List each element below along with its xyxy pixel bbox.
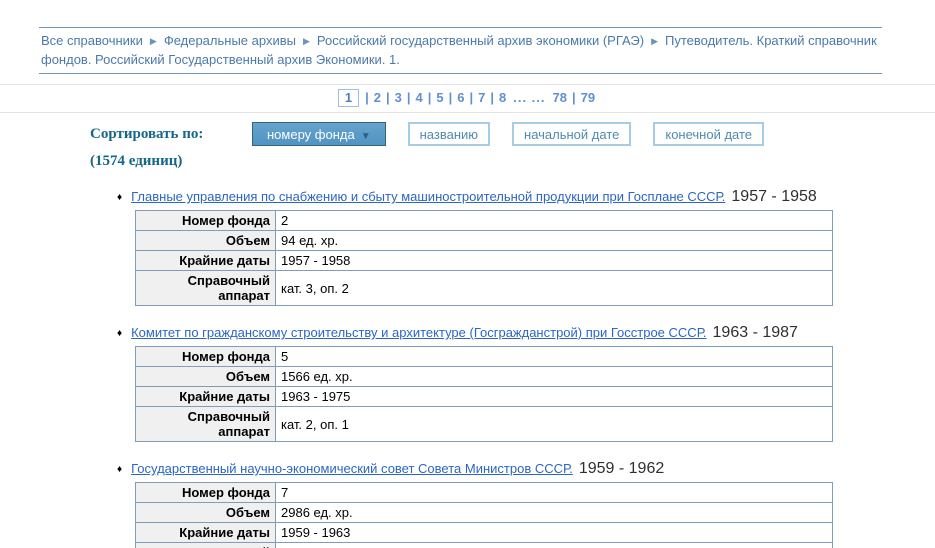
field-value: кат. 1, оп. 4 xyxy=(275,542,833,548)
fond-link[interactable]: Государственный научно-экономический сов… xyxy=(131,461,573,476)
fond-title-row: ♦ Комитет по гражданскому строительству и… xyxy=(117,324,935,342)
field-label: Справочный аппарат xyxy=(135,542,276,548)
bullet-icon: ♦ xyxy=(117,464,123,475)
table-row: Номер фонда 5 xyxy=(135,346,833,367)
field-value: 2986 ед. хр. xyxy=(275,502,833,523)
fond-table: Номер фонда 5 Объем 1566 ед. хр. Крайние д… xyxy=(135,346,833,442)
sort-label: Сортировать по: xyxy=(90,125,204,142)
pagination-separator: | xyxy=(469,90,474,105)
field-value: 1566 ед. хр. xyxy=(275,366,833,387)
table-row: Объем 94 ед. хр. xyxy=(135,230,833,251)
fond-title-row: ♦ Главные управления по снабжению и сбыту… xyxy=(117,188,935,206)
pagination-separator: | xyxy=(572,90,576,105)
field-value: 5 xyxy=(275,346,833,367)
field-label: Объем xyxy=(135,366,276,387)
table-row: Справочный аппарат кат. 2, оп. 1 xyxy=(135,406,833,442)
field-value: 1963 - 1975 xyxy=(275,386,833,407)
table-row: Номер фонда 7 xyxy=(135,482,833,503)
table-row: Справочный аппарат кат. 3, оп. 2 xyxy=(135,270,833,306)
field-value: 2 xyxy=(275,210,833,231)
pagination-current-page: 1 xyxy=(337,89,360,107)
pagination-page-6[interactable]: 6 xyxy=(457,90,465,105)
breadcrumb-link-rgae[interactable]: Российский государственный архив экономи… xyxy=(316,33,645,48)
field-value: кат. 3, оп. 2 xyxy=(275,270,833,306)
fond-link[interactable]: Главные управления по снабжению и сбыту … xyxy=(131,189,726,204)
page: Все справочники ▶ Федеральные архивы ▶ Росси… xyxy=(0,27,935,548)
field-label: Объем xyxy=(135,502,276,523)
field-label: Справочный аппарат xyxy=(135,406,276,442)
field-label: Крайние даты xyxy=(135,522,276,543)
breadcrumb-link-all-guides[interactable]: Все справочники xyxy=(41,33,143,48)
sort-button-fond-number[interactable]: номеру фонда ▼ xyxy=(252,122,386,146)
fond-entry: ♦ Главные управления по снабжению и сбыту… xyxy=(117,188,935,306)
pagination-separator: | xyxy=(490,90,494,105)
pagination-separator: | xyxy=(427,90,432,105)
table-row: Крайние даты 1957 - 1958 xyxy=(135,250,833,271)
field-label: Крайние даты xyxy=(135,250,276,271)
sort-button-start-date[interactable]: начальной дате xyxy=(512,122,632,146)
fond-entry: ♦ Государственный научно-экономический со… xyxy=(117,460,935,548)
fond-title-row: ♦ Государственный научно-экономический со… xyxy=(117,460,935,478)
pagination-page-8[interactable]: 8 xyxy=(499,90,507,105)
breadcrumb-arrow-icon: ▶ xyxy=(302,36,310,46)
field-label: Объем xyxy=(135,230,276,251)
pagination-page-5[interactable]: 5 xyxy=(436,90,444,105)
field-value: 1959 - 1963 xyxy=(275,522,833,543)
pagination-page-78[interactable]: 78 xyxy=(552,90,567,105)
sort-button-end-date[interactable]: конечной дате xyxy=(653,122,765,146)
fond-dates: 1957 - 1958 xyxy=(731,188,817,205)
results-count: (1574 единиц) xyxy=(90,153,183,169)
field-label: Номер фонда xyxy=(135,210,276,231)
sort-button-title[interactable]: названию xyxy=(407,122,491,146)
field-label: Номер фонда xyxy=(135,482,276,503)
fond-entry: ♦ Комитет по гражданскому строительству и… xyxy=(117,324,935,442)
field-label: Номер фонда xyxy=(135,346,276,367)
breadcrumb-current: Путеводитель. Краткий справочник фондов.… xyxy=(41,33,877,67)
breadcrumb: Все справочники ▶ Федеральные архивы ▶ Росси… xyxy=(39,27,882,74)
fond-dates: 1963 - 1987 xyxy=(712,324,798,341)
table-row: Крайние даты 1963 - 1975 xyxy=(135,386,833,407)
pagination-separator: | xyxy=(385,90,390,105)
fond-table: Номер фонда 2 Объем 94 ед. хр. Крайние дат… xyxy=(135,210,833,306)
breadcrumb-arrow-icon: ▶ xyxy=(651,36,658,46)
pagination-ellipsis: ... ... xyxy=(513,90,546,105)
field-value: 94 ед. хр. xyxy=(275,230,833,251)
bullet-icon: ♦ xyxy=(117,192,123,203)
table-row: Объем 1566 ед. хр. xyxy=(135,366,833,387)
dropdown-arrow-icon: ▼ xyxy=(360,131,371,142)
field-label: Крайние даты xyxy=(135,386,276,407)
pagination: 1 | 2 | 3 | 4 | 5 | 6 | 7 | 8 ... ... 78 | 79 xyxy=(0,85,935,112)
pagination-page-7[interactable]: 7 xyxy=(478,90,486,105)
sort-button-label: номеру фонда xyxy=(267,127,355,142)
pagination-page-4[interactable]: 4 xyxy=(415,90,423,105)
pagination-separator: | xyxy=(365,90,369,105)
field-label: Справочный аппарат xyxy=(135,270,276,306)
breadcrumb-arrow-icon: ▶ xyxy=(149,36,157,46)
pagination-separator: | xyxy=(448,90,453,105)
fond-link[interactable]: Комитет по гражданскому строительству и … xyxy=(131,325,707,340)
table-row: Крайние даты 1959 - 1963 xyxy=(135,522,833,543)
divider xyxy=(0,112,935,113)
pagination-page-3[interactable]: 3 xyxy=(394,90,402,105)
breadcrumb-link-federal-archives[interactable]: Федеральные архивы xyxy=(163,33,296,48)
field-value: 1957 - 1958 xyxy=(275,250,833,271)
fond-dates: 1959 - 1962 xyxy=(578,460,665,477)
pagination-separator: | xyxy=(406,90,411,105)
field-value: кат. 2, оп. 1 xyxy=(275,406,833,442)
pagination-page-79[interactable]: 79 xyxy=(580,90,596,105)
fond-table: Номер фонда 7 Объем 2986 ед. хр. Крайние д… xyxy=(135,482,833,548)
table-row: Объем 2986 ед. хр. xyxy=(135,502,833,523)
field-value: 7 xyxy=(275,482,833,503)
table-row: Номер фонда 2 xyxy=(135,210,833,231)
pagination-page-2[interactable]: 2 xyxy=(373,90,381,105)
divider xyxy=(0,84,935,85)
bullet-icon: ♦ xyxy=(117,328,123,339)
sort-controls: Сортировать по: номеру фонда ▼ названию н… xyxy=(90,121,935,147)
